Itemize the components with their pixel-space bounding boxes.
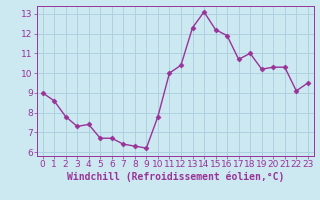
X-axis label: Windchill (Refroidissement éolien,°C): Windchill (Refroidissement éolien,°C)	[67, 172, 284, 182]
